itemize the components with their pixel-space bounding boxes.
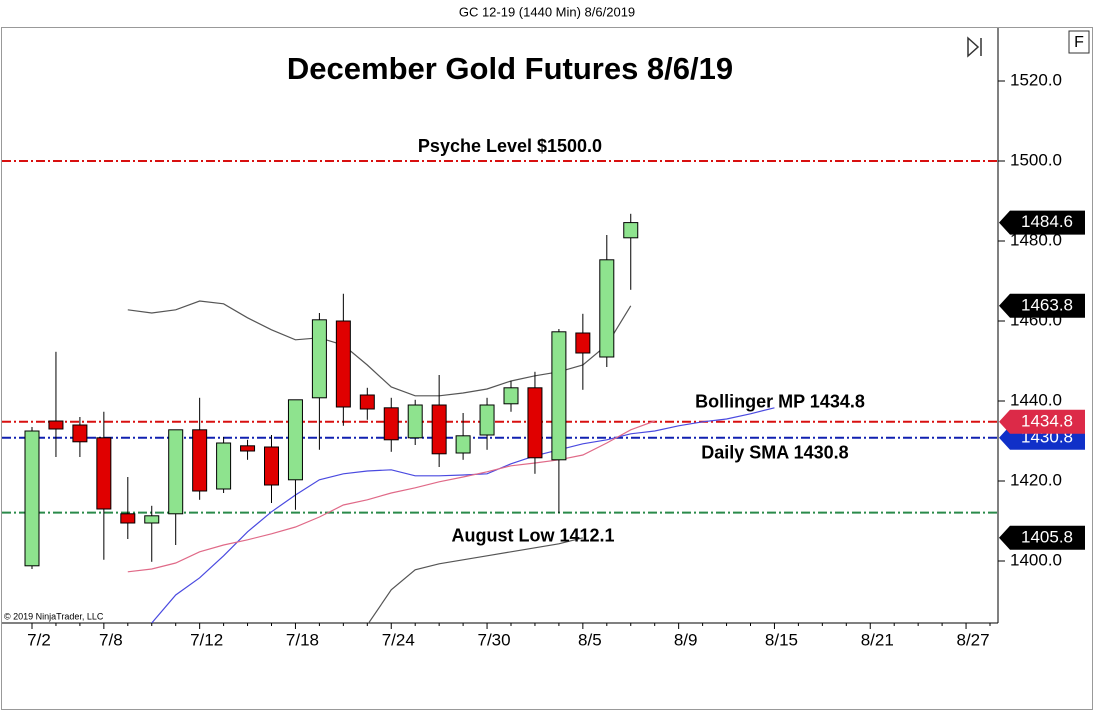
- indicator-line: [151, 407, 775, 623]
- header: GC 12-19 (1440 Min) 8/6/2019: [459, 4, 635, 19]
- x-tick-label: 7/24: [382, 630, 415, 649]
- candle-body: [359, 394, 375, 410]
- x-tick-label: 7/18: [286, 630, 319, 649]
- level-label: Daily SMA 1430.8: [701, 443, 848, 463]
- candle-body: [120, 513, 136, 524]
- indicator-line: [127, 420, 655, 573]
- x-tick-label: 7/12: [190, 630, 223, 649]
- candle-body: [144, 515, 160, 524]
- candle-body: [168, 429, 184, 515]
- price-marker-label: 1434.8: [1021, 411, 1073, 430]
- candle-body: [287, 399, 303, 481]
- plot-area: [2, 160, 998, 623]
- candle-body: [599, 259, 615, 358]
- corner-button-label[interactable]: F: [1074, 34, 1084, 51]
- x-tick-label: 8/27: [957, 630, 990, 649]
- candle-body: [623, 222, 639, 239]
- window-border: [1, 27, 1093, 710]
- chart-title: December Gold Futures 8/6/19: [287, 51, 733, 86]
- y-tick-label: 1420.0: [1010, 470, 1062, 489]
- level-label: Bollinger MP 1434.8: [695, 392, 865, 412]
- copyright: © 2019 NinjaTrader, LLC: [4, 611, 104, 621]
- y-tick-label: 1480.0: [1010, 230, 1062, 249]
- candle-body: [335, 320, 351, 408]
- candle-body: [551, 331, 567, 461]
- x-tick-label: 7/30: [478, 630, 511, 649]
- price-marker: [999, 293, 1085, 318]
- candle-body: [407, 404, 423, 439]
- candle-body: [503, 387, 519, 405]
- x-tick-label: 7/8: [99, 630, 123, 649]
- scroll-end-icon[interactable]: [967, 36, 982, 58]
- candle-body: [455, 435, 471, 454]
- candle-body: [240, 445, 256, 452]
- candle-body: [48, 420, 64, 430]
- candle-body: [72, 424, 88, 443]
- candle-body: [383, 407, 399, 441]
- y-tick-label: 1520.0: [1010, 70, 1062, 89]
- candle-body: [264, 446, 279, 486]
- candle-body: [479, 404, 495, 436]
- x-tick-label: 8/21: [861, 630, 894, 649]
- x-tick-label: 7/2: [27, 630, 51, 649]
- y-tick-label: 1500.0: [1010, 150, 1062, 169]
- price-marker-label: 1463.8: [1021, 295, 1073, 314]
- indicator-line: [367, 537, 583, 623]
- candle-body: [192, 429, 208, 492]
- y-tick-label: 1400.0: [1010, 550, 1062, 569]
- candle-body: [431, 404, 447, 455]
- candle-body: [311, 319, 327, 399]
- corner-button[interactable]: [1068, 30, 1090, 54]
- level-label: August Low 1412.1: [451, 525, 614, 545]
- candle-body: [24, 430, 40, 567]
- price-marker-label: 1484.6: [1021, 212, 1073, 231]
- x-tick-label: 8/5: [578, 630, 602, 649]
- x-tick-label: 8/15: [765, 630, 798, 649]
- price-marker: [999, 210, 1085, 235]
- candle-body: [527, 387, 543, 459]
- candle-body: [575, 332, 591, 354]
- indicator-line: [127, 300, 632, 397]
- price-marker-label: 1405.8: [1021, 527, 1073, 546]
- level-label: Psyche Level $1500.0: [418, 136, 602, 156]
- candle-body: [96, 437, 112, 510]
- x-tick-label: 8/9: [674, 630, 698, 649]
- y-tick-label: 1440.0: [1010, 390, 1062, 409]
- price-marker: [999, 409, 1085, 434]
- price-marker: [999, 525, 1085, 550]
- candle-body: [216, 442, 232, 490]
